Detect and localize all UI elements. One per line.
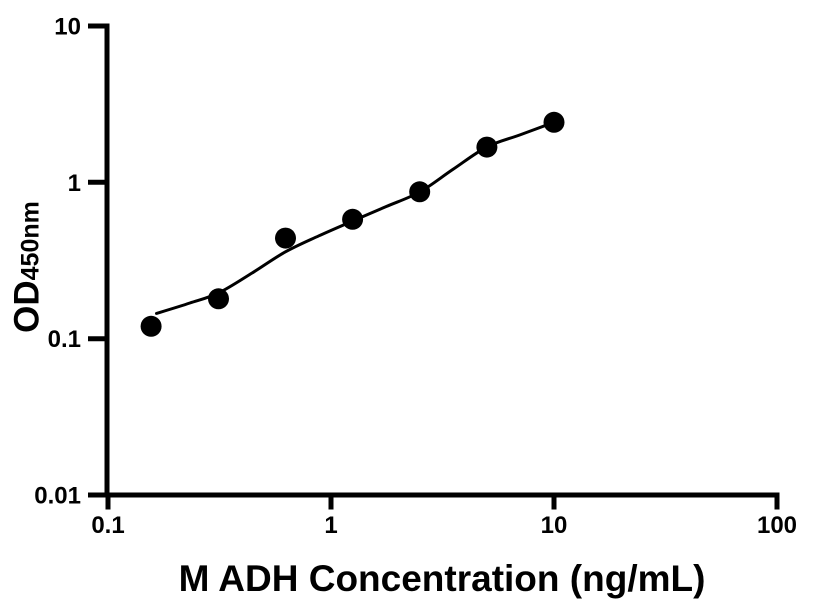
data-point [208,288,229,310]
data-point [342,208,364,230]
x-axis-title: M ADH Concentration (ng/mL) [179,558,706,599]
y-axis-title-subscript: 450nm [17,201,45,280]
data-point [140,315,162,337]
plot-area: 0.01 0.1 1 10 0.1 1 10 100 [34,14,797,540]
y-axis-title: OD450nm [8,201,47,333]
data-point [275,227,296,249]
data-point [543,111,565,133]
x-tick-label: 1 [324,512,337,539]
y-axis-title-main: OD [8,280,47,333]
x-tick-label: 10 [541,512,568,539]
y-tick-label: 0.1 [48,326,81,353]
y-tick-label: 10 [54,14,81,41]
x-tick-label: 0.1 [91,512,124,539]
y-tick-label: 1 [68,170,81,197]
data-point [409,181,431,203]
data-point [476,136,498,158]
y-tick-label: 0.01 [34,483,81,510]
x-tick-label: 100 [757,512,797,539]
